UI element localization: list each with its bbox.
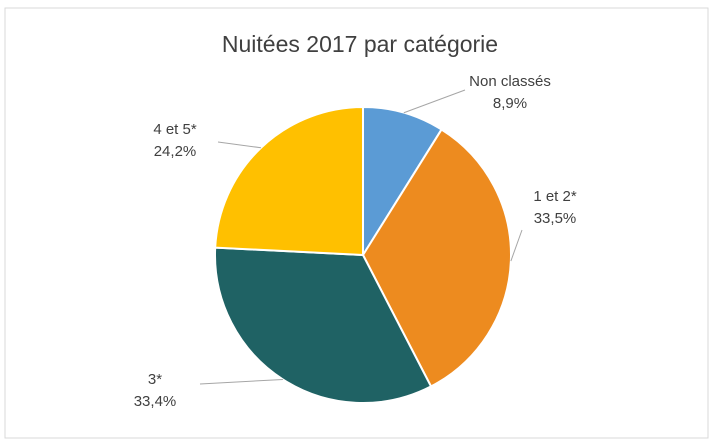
- pie-slice: [361, 128, 512, 388]
- leader-line: [403, 89, 466, 114]
- pie-slice: [214, 246, 433, 404]
- leader-line: [217, 141, 262, 149]
- data-label-category: 1 et 2*: [533, 188, 577, 205]
- leader-line: [199, 378, 283, 385]
- chart-title: Nuitées 2017 par catégorie: [222, 31, 498, 57]
- data-label-value: 24,2%: [154, 143, 197, 160]
- data-label-category: Non classés: [469, 73, 551, 90]
- leader-line: [510, 229, 523, 262]
- data-label-value: 33,5%: [534, 210, 577, 227]
- pie-slice: [214, 105, 364, 257]
- data-label-value: 33,4%: [134, 393, 177, 410]
- pie-slice: [362, 105, 443, 259]
- data-label-category: 3*: [148, 371, 162, 388]
- data-label-category: 4 et 5*: [153, 121, 197, 138]
- data-label-value: 8,9%: [493, 95, 527, 112]
